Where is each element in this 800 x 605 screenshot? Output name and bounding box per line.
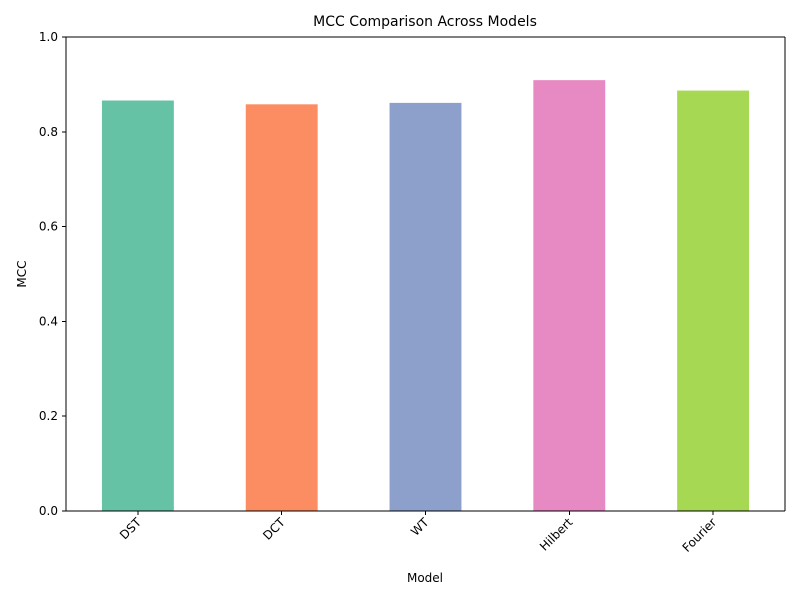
bar-dst xyxy=(101,100,174,512)
bar-wt xyxy=(389,102,462,512)
x-tick-label-dst: DST xyxy=(117,515,144,542)
y-tick-label: 0.8 xyxy=(39,125,58,139)
y-axis-label: MCC xyxy=(15,260,29,287)
y-tick-label: 1.0 xyxy=(39,30,58,44)
bar-hilbert xyxy=(533,80,606,511)
bar-fourier xyxy=(677,90,750,511)
bars-layer xyxy=(101,80,750,512)
y-tick-label: 0.0 xyxy=(39,504,58,518)
y-tick-label: 0.6 xyxy=(39,220,58,234)
y-tick-label: 0.2 xyxy=(39,409,58,423)
x-tick-label-dct: DCT xyxy=(260,515,288,543)
x-tick-label-wt: WT xyxy=(408,515,432,539)
x-tick-label-fourier: Fourier xyxy=(680,515,720,555)
bar-dct xyxy=(245,104,318,512)
y-tick-label: 0.4 xyxy=(39,314,58,328)
x-tick-label-hilbert: Hilbert xyxy=(537,515,576,554)
chart-title: MCC Comparison Across Models xyxy=(313,14,537,30)
x-axis-label: Model xyxy=(407,571,443,585)
